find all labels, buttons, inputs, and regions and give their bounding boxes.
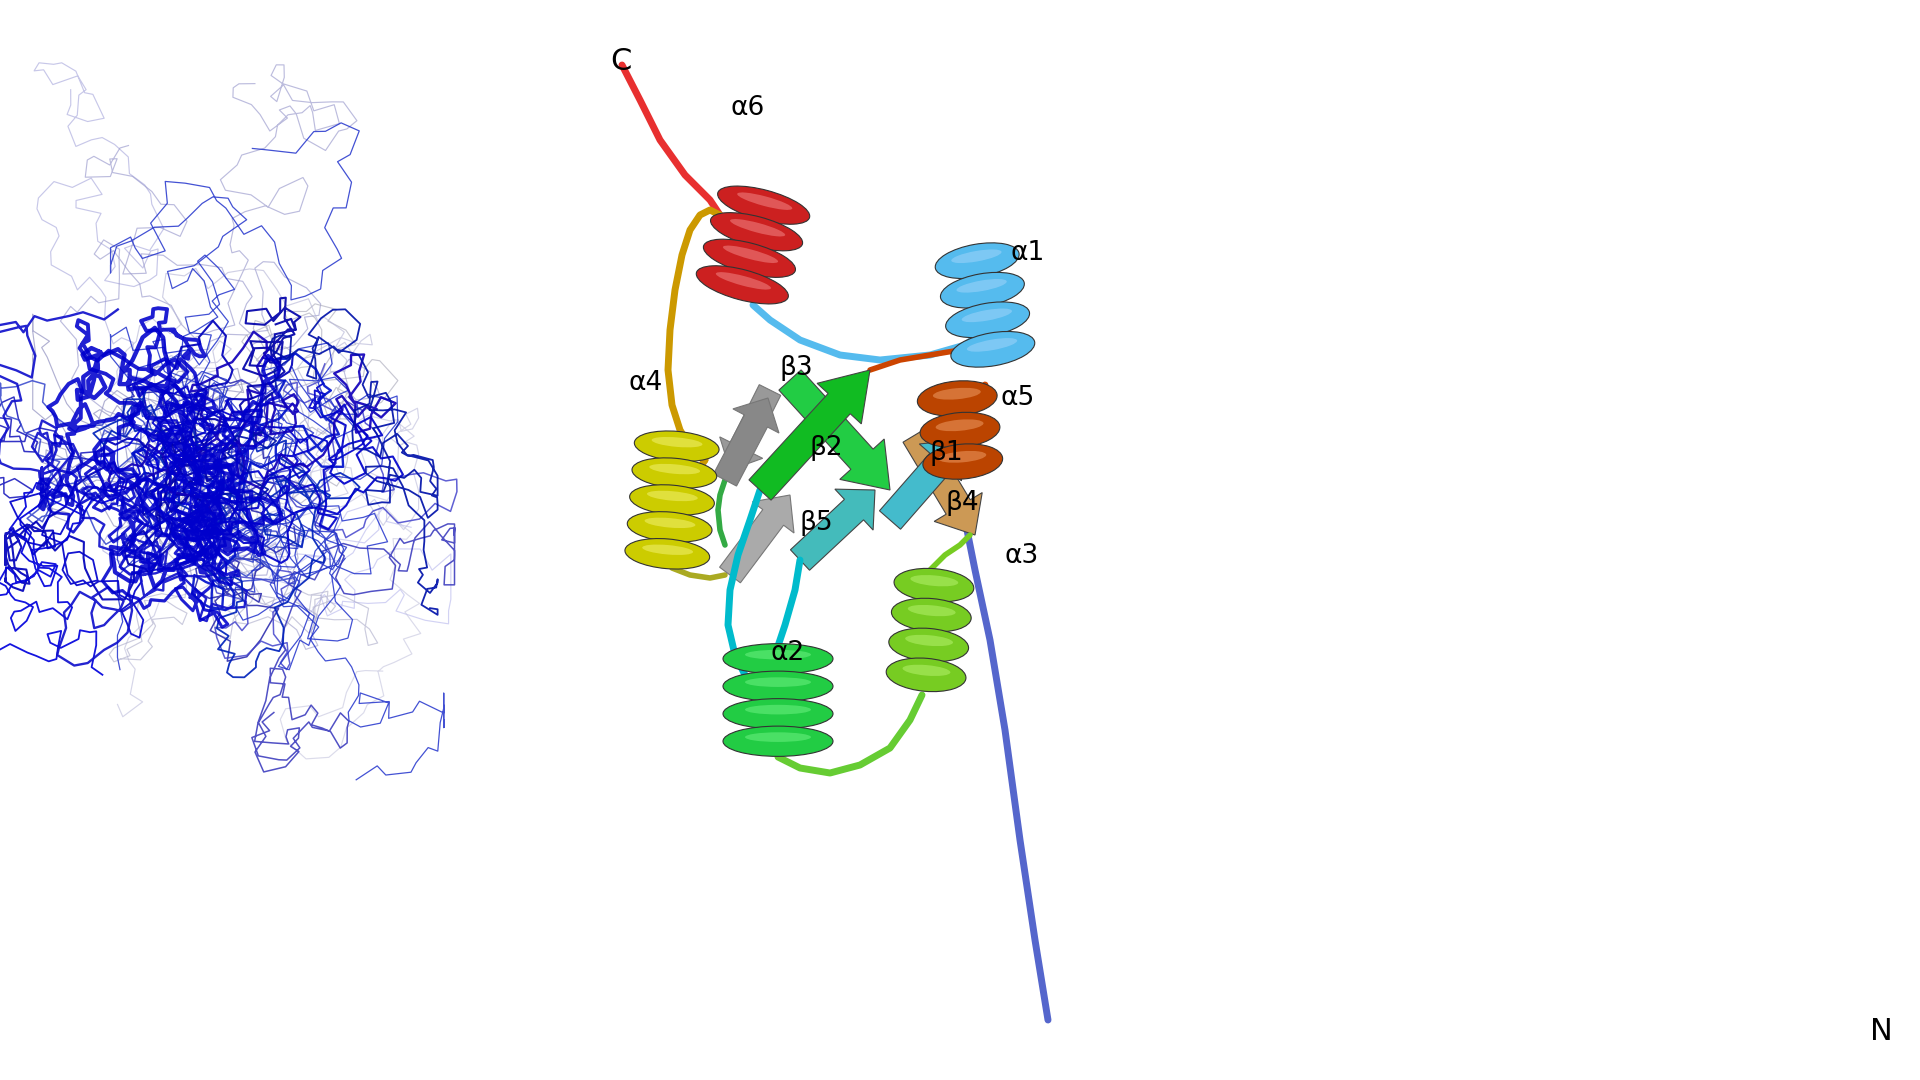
Text: β5: β5: [801, 510, 833, 536]
Text: β1: β1: [929, 440, 964, 465]
Text: α5: α5: [1000, 384, 1035, 411]
FancyArrow shape: [749, 370, 870, 500]
Text: α3: α3: [1004, 543, 1039, 569]
Ellipse shape: [935, 419, 983, 431]
Ellipse shape: [920, 413, 1000, 448]
Ellipse shape: [745, 650, 810, 660]
FancyArrow shape: [720, 495, 795, 583]
Ellipse shape: [645, 517, 695, 528]
Ellipse shape: [950, 332, 1035, 367]
Text: C: C: [611, 48, 632, 76]
Ellipse shape: [910, 575, 958, 586]
Ellipse shape: [918, 381, 996, 416]
Ellipse shape: [933, 388, 981, 400]
Ellipse shape: [632, 458, 716, 488]
Ellipse shape: [710, 213, 803, 251]
FancyArrow shape: [902, 428, 983, 535]
Ellipse shape: [651, 437, 703, 447]
Ellipse shape: [895, 568, 973, 602]
FancyArrow shape: [720, 384, 781, 470]
Ellipse shape: [908, 605, 956, 617]
FancyArrow shape: [714, 399, 780, 486]
Text: α1: α1: [1010, 240, 1044, 266]
Ellipse shape: [634, 431, 720, 461]
Ellipse shape: [962, 309, 1012, 322]
Ellipse shape: [724, 699, 833, 729]
Ellipse shape: [941, 272, 1025, 308]
Ellipse shape: [724, 671, 833, 701]
Ellipse shape: [891, 598, 972, 632]
Ellipse shape: [887, 658, 966, 691]
Ellipse shape: [745, 705, 810, 715]
Ellipse shape: [939, 451, 987, 462]
Ellipse shape: [630, 485, 714, 515]
Ellipse shape: [716, 272, 772, 289]
Ellipse shape: [889, 629, 968, 662]
Ellipse shape: [718, 186, 810, 225]
Ellipse shape: [624, 539, 710, 569]
Text: N: N: [1870, 1017, 1893, 1047]
FancyArrow shape: [791, 489, 876, 570]
Text: β2: β2: [810, 435, 843, 461]
FancyArrow shape: [780, 370, 891, 490]
Ellipse shape: [745, 732, 810, 742]
Text: α2: α2: [770, 640, 804, 666]
Text: β4: β4: [945, 490, 979, 516]
Text: β3: β3: [780, 355, 814, 381]
Ellipse shape: [737, 192, 793, 210]
Ellipse shape: [649, 464, 701, 474]
Ellipse shape: [968, 338, 1018, 352]
Ellipse shape: [950, 249, 1002, 264]
Text: α4: α4: [628, 370, 662, 396]
Ellipse shape: [947, 302, 1029, 338]
Ellipse shape: [924, 444, 1002, 480]
Text: α6: α6: [730, 95, 764, 121]
Ellipse shape: [724, 644, 833, 674]
Ellipse shape: [643, 544, 693, 555]
FancyArrow shape: [879, 440, 962, 529]
Ellipse shape: [647, 490, 697, 501]
Ellipse shape: [724, 245, 778, 264]
Ellipse shape: [703, 239, 795, 278]
Ellipse shape: [697, 266, 789, 303]
Ellipse shape: [724, 726, 833, 756]
Ellipse shape: [628, 512, 712, 542]
Ellipse shape: [956, 279, 1006, 293]
Ellipse shape: [904, 635, 952, 646]
Ellipse shape: [902, 664, 950, 676]
Ellipse shape: [935, 243, 1020, 279]
Ellipse shape: [730, 219, 785, 237]
Ellipse shape: [745, 677, 810, 687]
